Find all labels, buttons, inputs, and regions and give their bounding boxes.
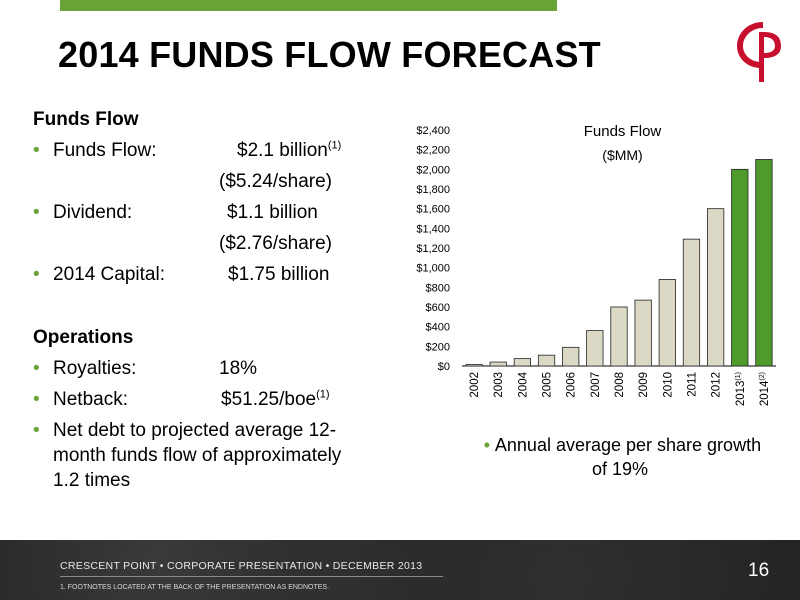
x-tick-label: 2005 (542, 372, 554, 398)
bullet-icon: • (33, 202, 40, 223)
bullet-icon: • (33, 358, 40, 379)
bullet-icon: • (33, 420, 40, 441)
royalties-item: • Royalties: 18% (33, 353, 413, 384)
item-value: 18% (219, 358, 258, 379)
bar-2002 (465, 364, 483, 367)
item-value: $2.1 billion(1) (237, 139, 342, 161)
x-tick-label: 2011 (686, 372, 698, 397)
crescent-point-logo (737, 22, 781, 82)
bar-2003 (489, 361, 507, 367)
footnote-marker: (1) (316, 388, 330, 401)
x-tick-label: 2009 (638, 372, 650, 398)
netback-item: • Netback: $51.25/boe(1) (33, 384, 413, 415)
page-number: 16 (748, 560, 770, 581)
footer-divider (60, 576, 443, 577)
y-tick-label: $800 (426, 282, 450, 294)
item-value: $1.1 billion (227, 202, 318, 223)
y-tick-label: $0 (438, 361, 450, 373)
y-tick-label: $1,000 (416, 263, 450, 275)
funds-flow-per-share: ($5.24/share) (219, 171, 333, 192)
x-tick-label: 2010 (662, 372, 674, 398)
bar-2004 (513, 358, 531, 367)
dividend-per-share: ($2.76/share) (219, 233, 333, 254)
x-tick-label: 2004 (517, 371, 529, 397)
bar-2005 (537, 354, 556, 367)
footer-caption: CRESCENT POINT • CORPORATE PRESENTATION … (60, 560, 423, 572)
bar-2010 (658, 279, 676, 367)
item-value: $51.25/boe(1) (221, 388, 330, 410)
bar-2014 (755, 159, 773, 367)
y-tick-label: $1,600 (416, 204, 450, 216)
dividend-item: • Dividend: $1.1 billion (33, 197, 413, 228)
bar-2008 (610, 306, 628, 367)
x-tick-label: 2002 (469, 372, 481, 398)
item-label: Netback: (53, 389, 128, 410)
y-tick-label: $1,200 (416, 243, 450, 255)
y-tick-label: $400 (426, 322, 450, 334)
x-tick-label: 2008 (614, 372, 626, 398)
footnote-marker: (1) (327, 139, 342, 152)
chart-subtitle: ($MM) (602, 147, 643, 163)
y-tick-label: $1,800 (416, 184, 450, 196)
x-tick-label: 2007 (590, 372, 602, 398)
item-label: Dividend: (53, 202, 133, 223)
bar-2009 (634, 299, 652, 367)
x-tick-label: 2012 (711, 372, 723, 398)
chart-note: • Annual average per share growth of 19% (470, 433, 770, 481)
y-tick-label: $1,400 (416, 223, 450, 235)
top-accent-bar (60, 0, 557, 11)
y-tick-label: $2,400 (416, 125, 450, 137)
chart-title: Funds Flow (583, 123, 662, 140)
bar-2007 (586, 330, 604, 367)
operations-heading: Operations (33, 327, 134, 348)
y-tick-label: $600 (426, 302, 450, 314)
y-tick-label: $2,000 (416, 164, 450, 176)
item-value: $1.75 billion (228, 264, 330, 285)
left-column: Funds Flow • Funds Flow: $2.1 billion(1) … (33, 104, 413, 493)
item-label: Funds Flow: (53, 140, 157, 161)
bar-2006 (562, 346, 580, 367)
x-tick-label: 2006 (566, 372, 578, 398)
slide-title: 2014 FUNDS FLOW FORECAST (58, 34, 601, 75)
y-tick-label: $200 (426, 341, 450, 353)
bullet-icon: • (483, 435, 491, 455)
funds-flow-item: • Funds Flow: $2.1 billion(1) (33, 135, 413, 166)
bullet-icon: • (33, 389, 40, 410)
item-label: Royalties: (53, 358, 137, 379)
bar-2012 (707, 208, 725, 367)
net-debt-text: Net debt to projected average 12-month f… (53, 420, 342, 491)
bullet-icon: • (33, 264, 40, 285)
net-debt-item: • Net debt to projected average 12-month… (33, 415, 413, 493)
funds-flow-heading: Funds Flow (33, 109, 139, 130)
y-tick-label: $2,200 (416, 145, 450, 157)
x-tick-label: 2014(2) (759, 372, 771, 406)
bullet-icon: • (33, 140, 40, 161)
bar-2011 (682, 238, 701, 367)
x-tick-label: 2003 (493, 372, 505, 398)
footnote-text: 1. FOOTNOTES LOCATED AT THE BACK OF THE … (60, 584, 330, 591)
item-label: 2014 Capital: (53, 264, 165, 285)
x-tick-label: 2013(1) (735, 372, 747, 406)
bar-2013 (731, 168, 749, 367)
growth-note-text: Annual average per share growth of 19% (494, 435, 762, 479)
funds-flow-chart: $0 $200 $400 $600 $800 $1,000 $1,200 $1,400 $1,6… (416, 125, 776, 406)
footer-band (0, 540, 800, 600)
capital-item: • 2014 Capital: $1.75 billion (33, 259, 413, 290)
